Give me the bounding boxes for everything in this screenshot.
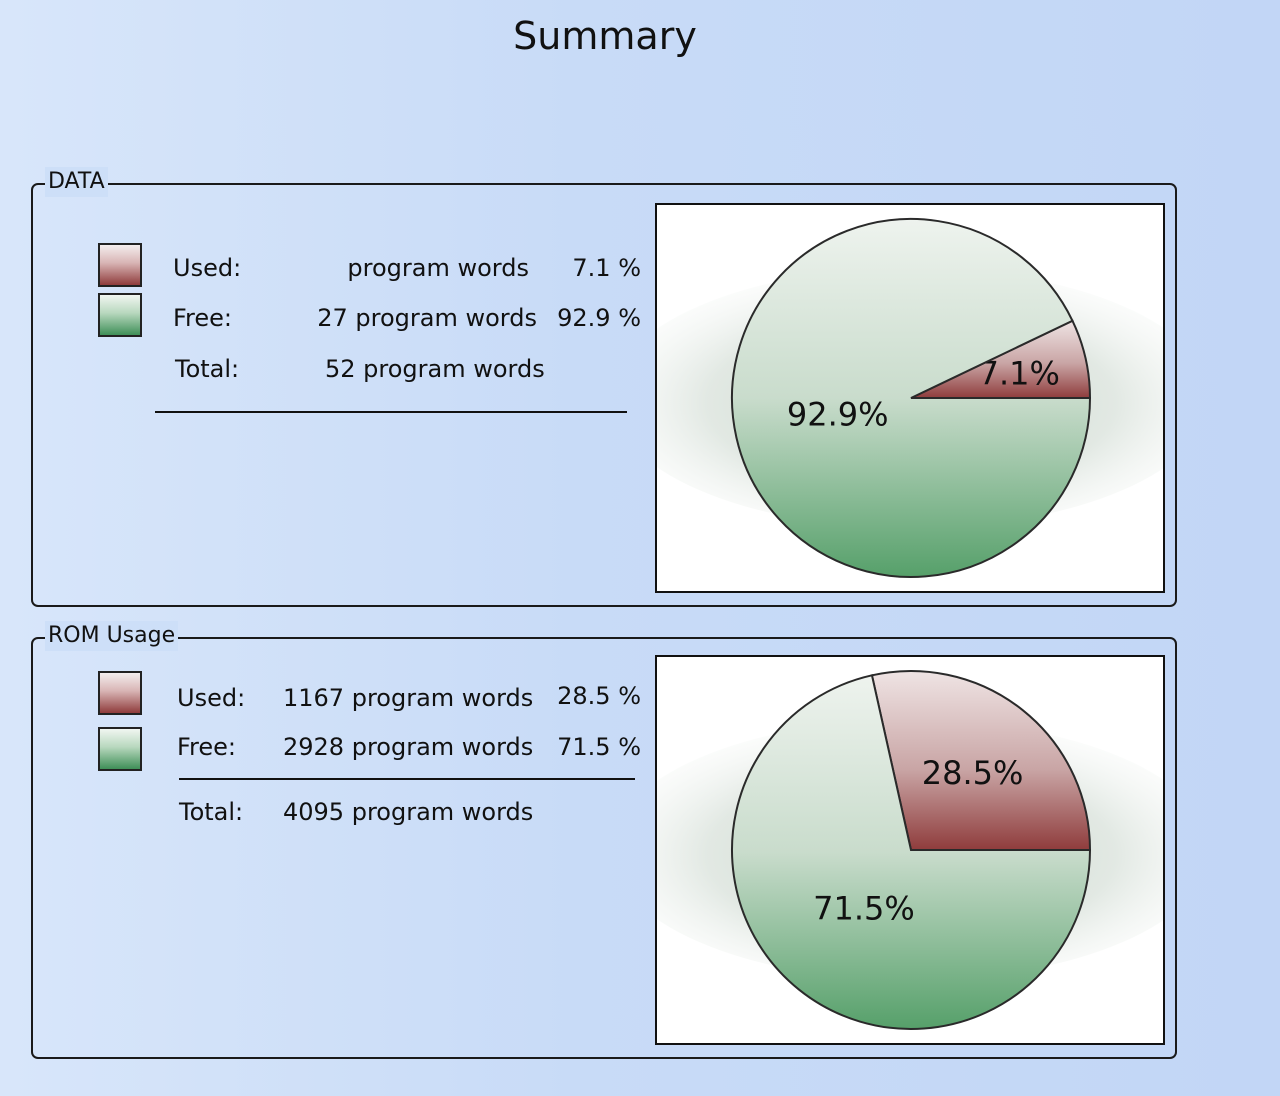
used-label: Used:: [177, 684, 246, 712]
pie-slice-used-label: 28.5%: [922, 754, 1024, 792]
pie-slice-free-label: 71.5%: [813, 890, 915, 928]
pie-slice-free: [731, 218, 1092, 578]
free-percent: 92.9 %: [557, 304, 641, 332]
data-group-legend: DATA: [45, 167, 108, 197]
free-words: 27 program words: [317, 304, 537, 332]
total-words: 52 program words: [325, 355, 545, 383]
free-words: 2928 program words: [283, 733, 534, 761]
used-words: 1167 program words: [283, 684, 534, 712]
used-color-swatch: [98, 671, 142, 715]
used-percent: 7.1 %: [572, 254, 641, 282]
used-percent: 28.5 %: [557, 682, 641, 710]
free-label: Free:: [173, 304, 233, 332]
pie-slice-free-label: 92.9%: [787, 396, 889, 434]
data-pie-chart: 7.1% 92.9%: [655, 203, 1165, 593]
used-words: program words: [347, 254, 529, 282]
total-words: 4095 program words: [283, 798, 534, 826]
free-color-swatch: [98, 293, 142, 337]
free-percent: 71.5 %: [557, 733, 641, 761]
free-label: Free:: [177, 733, 237, 761]
data-pie-svg: 7.1% 92.9%: [657, 218, 1163, 578]
free-color-swatch: [98, 727, 142, 771]
used-color-swatch: [98, 243, 142, 287]
rom-usage-group: ROM Usage Used: 1167 program words 28.5 …: [31, 621, 1177, 1059]
divider: [179, 778, 635, 780]
pie-slice-used-label: 7.1%: [979, 354, 1060, 392]
rom-usage-group-legend: ROM Usage: [45, 621, 179, 651]
rom-pie-svg: 28.5% 71.5%: [657, 670, 1163, 1030]
total-label: Total:: [175, 355, 240, 383]
pie-slice-free: [731, 674, 1092, 1030]
total-label: Total:: [179, 798, 244, 826]
used-label: Used:: [173, 254, 242, 282]
pie-slice-used: [870, 670, 1092, 851]
data-group: DATA Used: program words 7.1 % Free: 27 …: [31, 167, 1177, 607]
divider: [155, 411, 627, 413]
page-title: Summary: [513, 14, 697, 58]
rom-pie-chart: 28.5% 71.5%: [655, 655, 1165, 1045]
